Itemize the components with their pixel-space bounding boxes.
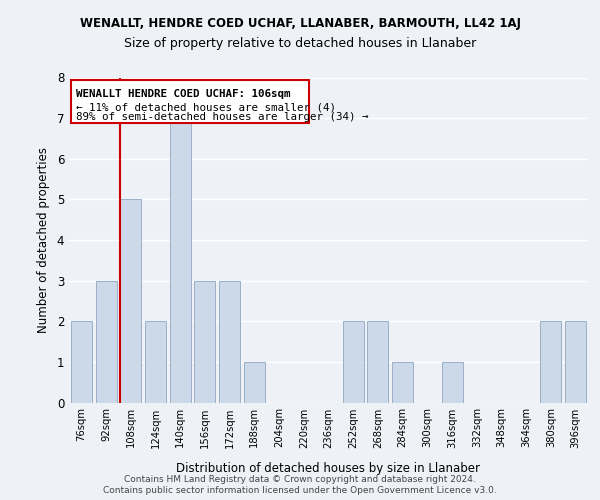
- Text: ← 11% of detached houses are smaller (4): ← 11% of detached houses are smaller (4): [76, 102, 337, 113]
- Bar: [145, 322, 166, 402]
- Bar: [219, 280, 240, 402]
- Bar: [442, 362, 463, 403]
- Text: Contains public sector information licensed under the Open Government Licence v3: Contains public sector information licen…: [103, 486, 497, 495]
- Bar: [565, 322, 586, 402]
- Bar: [541, 322, 562, 402]
- Bar: [95, 280, 116, 402]
- Bar: [392, 362, 413, 403]
- Y-axis label: Number of detached properties: Number of detached properties: [37, 147, 50, 333]
- Bar: [120, 200, 141, 402]
- Bar: [244, 362, 265, 403]
- Text: Size of property relative to detached houses in Llanaber: Size of property relative to detached ho…: [124, 38, 476, 51]
- X-axis label: Distribution of detached houses by size in Llanaber: Distribution of detached houses by size …: [176, 462, 481, 474]
- Bar: [71, 322, 92, 402]
- Bar: [367, 322, 388, 402]
- Bar: [343, 322, 364, 402]
- Text: WENALLT HENDRE COED UCHAF: 106sqm: WENALLT HENDRE COED UCHAF: 106sqm: [76, 90, 291, 100]
- FancyBboxPatch shape: [71, 80, 309, 123]
- Text: WENALLT, HENDRE COED UCHAF, LLANABER, BARMOUTH, LL42 1AJ: WENALLT, HENDRE COED UCHAF, LLANABER, BA…: [79, 18, 521, 30]
- Text: 89% of semi-detached houses are larger (34) →: 89% of semi-detached houses are larger (…: [76, 112, 369, 122]
- Text: Contains HM Land Registry data © Crown copyright and database right 2024.: Contains HM Land Registry data © Crown c…: [124, 475, 476, 484]
- Bar: [170, 118, 191, 403]
- Bar: [194, 280, 215, 402]
